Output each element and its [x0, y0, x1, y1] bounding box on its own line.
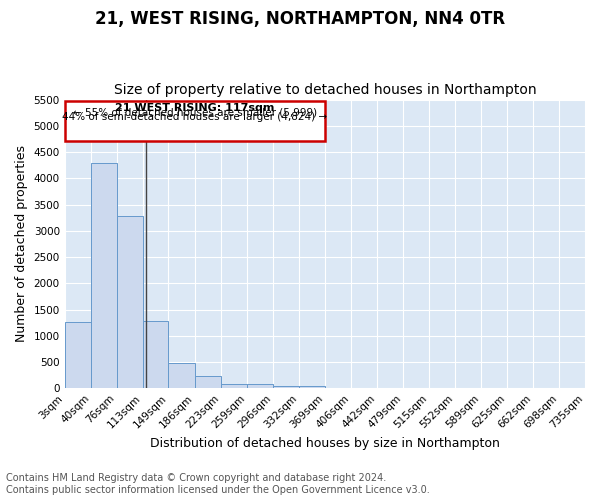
Bar	[195, 376, 221, 388]
Title: Size of property relative to detached houses in Northampton: Size of property relative to detached ho…	[113, 83, 536, 97]
Bar	[65, 100, 325, 140]
Bar	[299, 386, 325, 388]
Bar	[116, 216, 143, 388]
Text: 21 WEST RISING: 117sqm: 21 WEST RISING: 117sqm	[115, 103, 274, 113]
Bar	[247, 384, 273, 388]
X-axis label: Distribution of detached houses by size in Northampton: Distribution of detached houses by size …	[150, 437, 500, 450]
Bar	[169, 363, 195, 388]
Bar	[143, 321, 169, 388]
Text: 21, WEST RISING, NORTHAMPTON, NN4 0TR: 21, WEST RISING, NORTHAMPTON, NN4 0TR	[95, 10, 505, 28]
Text: Contains HM Land Registry data © Crown copyright and database right 2024.
Contai: Contains HM Land Registry data © Crown c…	[6, 474, 430, 495]
Text: 44% of semi-detached houses are larger (4,824) →: 44% of semi-detached houses are larger (…	[62, 112, 328, 122]
Text: ← 55% of detached houses are smaller (5,999): ← 55% of detached houses are smaller (5,…	[73, 108, 317, 118]
Y-axis label: Number of detached properties: Number of detached properties	[15, 146, 28, 342]
Bar	[221, 384, 247, 388]
Bar	[273, 386, 299, 388]
Bar	[65, 322, 91, 388]
Bar	[91, 162, 116, 388]
